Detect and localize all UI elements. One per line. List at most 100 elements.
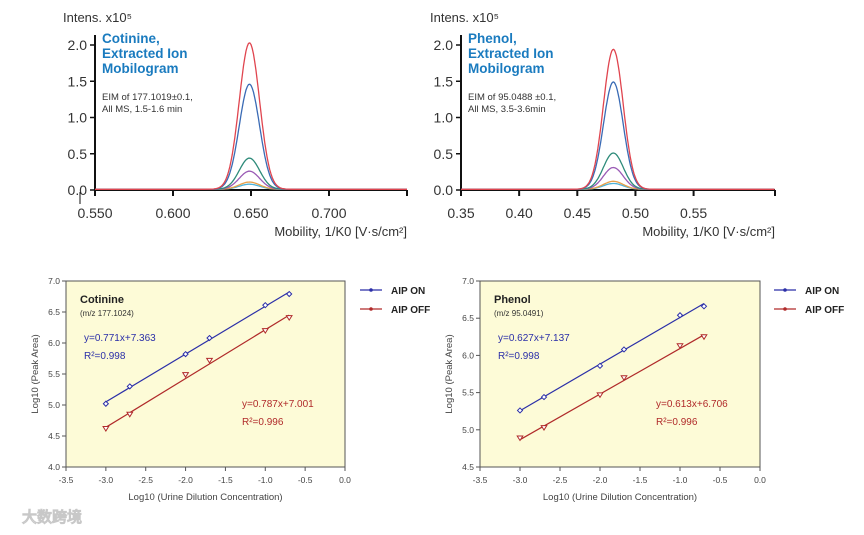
x-tick-label: -0.5 bbox=[713, 475, 728, 485]
mobilogram-chart-1: Intens. x10⁵ 0.0 0.5 1.0 1.5 2.0 0.550 0.600 0.6… bbox=[63, 10, 408, 239]
series-line bbox=[461, 182, 775, 190]
y-tick-label: 7.0 bbox=[48, 276, 60, 286]
data-point bbox=[206, 334, 213, 342]
y-tick-label: 5.5 bbox=[48, 369, 60, 379]
x-tick-label: -3.5 bbox=[59, 475, 74, 485]
plot-title: Phenol bbox=[494, 294, 531, 306]
legend-label: AIP ON bbox=[805, 286, 839, 297]
plot-title: Cotinine bbox=[80, 294, 124, 306]
y-tick-label: 1.0 bbox=[68, 110, 88, 126]
x-tick-label: -3.5 bbox=[473, 475, 488, 485]
data-point bbox=[126, 411, 134, 418]
x-tick-label: 0.550 bbox=[77, 205, 112, 221]
data-point bbox=[205, 357, 214, 364]
chart-note-line: EIM of 177.1019±0.1, bbox=[102, 92, 193, 103]
data-point bbox=[102, 400, 110, 407]
plot-subtitle: (m/z 177.1024) bbox=[80, 309, 134, 318]
fit-line bbox=[519, 334, 705, 441]
series-line bbox=[95, 181, 407, 190]
fit-r-squared: R²=0.998 bbox=[84, 351, 126, 362]
watermark: 大数跨境 bbox=[22, 508, 82, 526]
legend-marker bbox=[369, 288, 373, 292]
x-tick-label: 0.55 bbox=[680, 205, 707, 221]
y-tick-label: 2.0 bbox=[434, 37, 454, 53]
y-tick-label: 5.5 bbox=[462, 388, 474, 398]
x-tick-label: -3.0 bbox=[99, 475, 114, 485]
data-point bbox=[676, 343, 684, 350]
data-point bbox=[676, 312, 684, 319]
fit-r-squared: R²=0.996 bbox=[242, 417, 284, 428]
x-tick-label: -2.0 bbox=[178, 475, 193, 485]
data-point bbox=[620, 375, 628, 382]
data-point bbox=[285, 315, 293, 322]
x-tick-label: -1.0 bbox=[258, 475, 273, 485]
y-tick-label: 4.0 bbox=[48, 462, 60, 472]
x-tick-label: 0.0 bbox=[754, 475, 766, 485]
data-point bbox=[516, 407, 524, 414]
fit-r-squared: R²=0.996 bbox=[656, 417, 698, 428]
x-tick-label: 0.45 bbox=[564, 205, 591, 221]
calibration-chart-1: 4.0 4.5 5.0 5.5 6.0 6.5 7.0 -3.5 -3.0 -2.5 -2.0 -1.… bbox=[30, 276, 430, 503]
y-axis-label: Log10 (Peak Area) bbox=[30, 334, 41, 413]
legend-marker bbox=[783, 307, 787, 311]
plot-area bbox=[65, 280, 346, 468]
x-tick-label: 0.50 bbox=[622, 205, 649, 221]
chart-title-line: Extracted Ion bbox=[102, 46, 188, 61]
y-tick-label: 6.5 bbox=[462, 313, 474, 323]
data-point bbox=[261, 328, 269, 335]
fit-equation: y=0.627x+7.137 bbox=[498, 333, 570, 344]
legend-label: AIP OFF bbox=[805, 305, 844, 316]
chart-note-line: EIM of 95.0488 ±0.1, bbox=[468, 92, 556, 103]
x-tick-label: 0.35 bbox=[447, 205, 474, 221]
chart-title-line: Phenol, bbox=[468, 31, 517, 46]
series-line bbox=[95, 170, 407, 190]
legend-label: AIP ON bbox=[391, 286, 425, 297]
y-tick-label: 0.0 bbox=[434, 182, 454, 198]
x-tick-label: -1.5 bbox=[218, 475, 233, 485]
x-tick-label: 0.700 bbox=[311, 205, 346, 221]
series-line bbox=[461, 166, 775, 190]
legend-marker bbox=[783, 288, 787, 292]
series-line bbox=[95, 42, 407, 190]
x-tick-label: 0.600 bbox=[155, 205, 190, 221]
data-point bbox=[102, 426, 110, 433]
chart-title-line: Mobilogram bbox=[468, 61, 545, 76]
x-tick-label: -3.0 bbox=[513, 475, 528, 485]
data-point bbox=[540, 393, 548, 401]
fit-equation: y=0.771x+7.363 bbox=[84, 333, 156, 344]
data-point bbox=[285, 290, 293, 298]
chart-title-line: Extracted Ion bbox=[468, 46, 554, 61]
fit-equation: y=0.613x+6.706 bbox=[656, 399, 728, 410]
y-tick-label: 0.5 bbox=[68, 146, 88, 162]
chart-note-line: All MS, 3.5-3.6min bbox=[468, 104, 546, 115]
chart-note-line: All MS, 1.5-1.6 min bbox=[102, 104, 182, 115]
data-point bbox=[181, 372, 190, 379]
fit-r-squared: R²=0.998 bbox=[498, 351, 540, 362]
x-tick-label: -2.5 bbox=[553, 475, 568, 485]
fit-line bbox=[519, 302, 705, 412]
fit-equation: y=0.787x+7.001 bbox=[242, 399, 314, 410]
data-point bbox=[596, 392, 604, 399]
data-point bbox=[182, 350, 189, 358]
x-tick-label: -0.5 bbox=[298, 475, 313, 485]
fit-line bbox=[105, 291, 290, 403]
data-point bbox=[700, 303, 708, 310]
legend-marker bbox=[369, 307, 373, 311]
y-tick-label: 6.5 bbox=[48, 307, 60, 317]
y-tick-label: 5.0 bbox=[462, 425, 474, 435]
y-tick-label: 5.0 bbox=[48, 400, 60, 410]
data-point bbox=[516, 435, 524, 442]
y-tick-label: 6.0 bbox=[48, 338, 60, 348]
data-point bbox=[596, 362, 604, 370]
series-line bbox=[95, 183, 407, 190]
chart-title-line: Mobilogram bbox=[102, 61, 179, 76]
plot-subtitle: (m/z 95.0491) bbox=[494, 309, 544, 318]
chart-title-line: Cotinine, bbox=[102, 31, 160, 46]
legend-label: AIP OFF bbox=[391, 305, 430, 316]
x-tick-label: -2.5 bbox=[138, 475, 153, 485]
y-axis-label: Intens. x10⁵ bbox=[430, 10, 499, 25]
series-line bbox=[461, 48, 775, 190]
series-line bbox=[461, 180, 775, 190]
y-tick-label: 1.0 bbox=[434, 110, 454, 126]
